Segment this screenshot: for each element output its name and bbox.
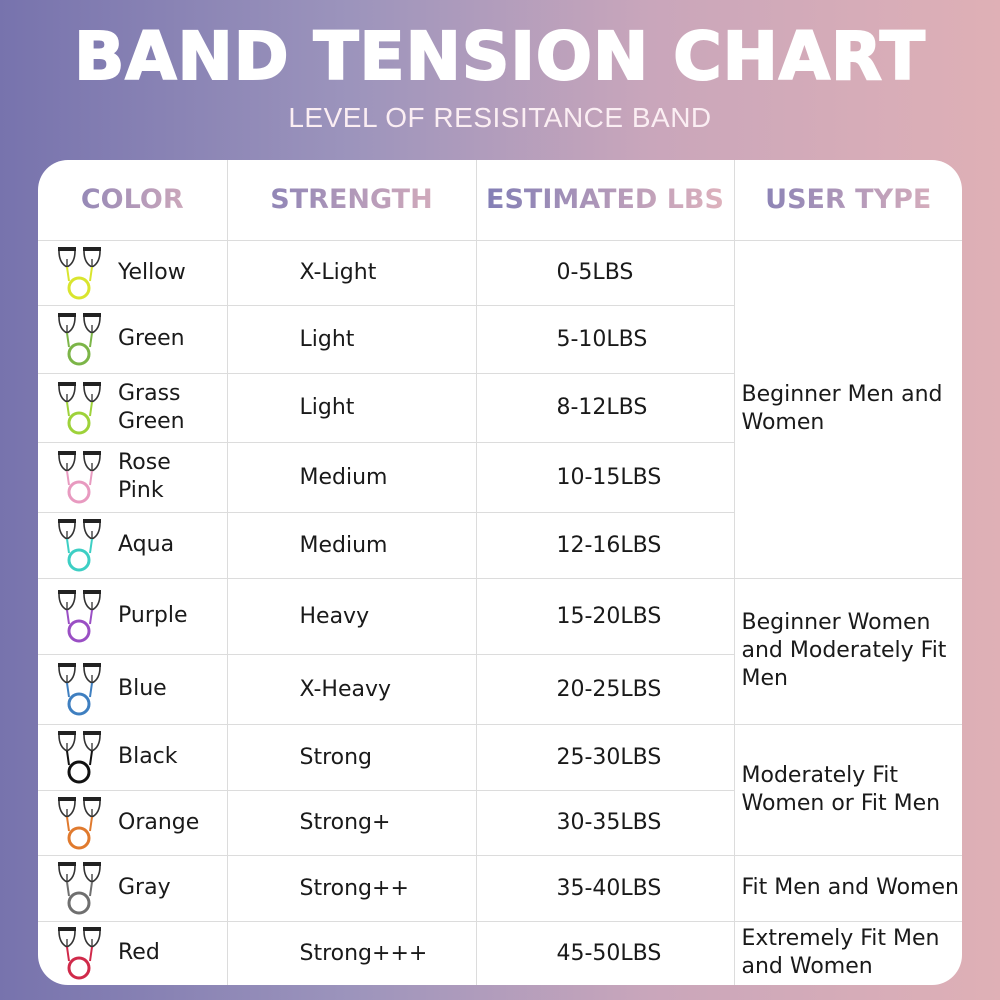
table-row: Yellow X-Light 0-5LBS Beginner Men and Wo…: [38, 239, 962, 579]
color-name: Blue: [118, 676, 167, 701]
table-row: Black Strong 25-30LBS Moderately Fit Wome…: [38, 723, 962, 856]
lbs-cell: 10-15LBS: [475, 441, 734, 513]
color-cell: Aqua: [38, 511, 228, 579]
user-type-cell: Moderately Fit Women or Fit Men: [733, 723, 962, 856]
strength-cell: Strong: [226, 723, 477, 791]
color-name: Grass Green: [118, 380, 185, 434]
lbs-cell: 8-12LBS: [475, 372, 734, 443]
lbs-cell: 5-10LBS: [475, 304, 734, 374]
page-subtitle: LEVEL OF RESISITANCE BAND: [288, 102, 712, 133]
resistance-band-icon: [58, 663, 101, 716]
color-cell: Yellow: [38, 239, 228, 306]
color-cell: Black: [38, 723, 228, 791]
table-row: Rose Pink Medium 10-15LBS: [38, 441, 962, 513]
header-color: Color: [38, 160, 228, 241]
color-cell: Blue: [38, 653, 228, 725]
header-user-type: User Type: [733, 160, 962, 241]
strength-cell: X-Light: [226, 239, 477, 306]
tension-table: Color Strength Estimated LBS User Type Y…: [38, 160, 962, 985]
resistance-band-icon: [58, 590, 101, 643]
resistance-band-icon: [58, 796, 101, 849]
user-type-cell: Fit Men and Women: [733, 854, 962, 922]
tension-table-card: Color Strength Estimated LBS User Type Y…: [38, 160, 962, 985]
color-name: Orange: [118, 809, 200, 835]
user-type-cell: Beginner Men and Women: [733, 239, 962, 579]
page-title: Band Tension Chart: [73, 17, 926, 96]
lbs-cell: 15-20LBS: [475, 577, 735, 655]
color-cell: Red: [38, 920, 228, 985]
header-strength: Strength: [226, 160, 477, 241]
lbs-cell: 30-35LBS: [475, 789, 734, 856]
resistance-band-icon: [58, 731, 101, 784]
resistance-band-icon: [58, 451, 101, 504]
color-cell: Orange: [38, 789, 228, 856]
resistance-band-icon: [58, 927, 101, 980]
color-cell: Rose Pink: [38, 441, 228, 513]
color-cell: Grass Green: [38, 372, 228, 443]
color-cell: Green: [38, 304, 228, 374]
color-name: Red: [118, 940, 160, 966]
lbs-cell: 35-40LBS: [475, 854, 735, 922]
strength-cell: Strong++: [226, 854, 477, 922]
color-name: Green: [118, 326, 185, 351]
color-cell: Gray: [38, 854, 228, 922]
user-type-cell: Beginner Women and Moderately Fit Men: [733, 577, 962, 725]
resistance-band-icon: [58, 519, 101, 572]
table-row: Purple Heavy 15-20LBS Beginner Women and …: [38, 577, 962, 725]
color-name: Rose Pink: [118, 450, 171, 503]
header-lbs: Estimated LBS: [475, 160, 735, 241]
lbs-cell: 25-30LBS: [475, 723, 735, 791]
strength-cell: Strong+++: [226, 920, 477, 985]
strength-cell: Light: [226, 304, 477, 374]
user-type-cell: Extremely Fit Men and Women: [733, 920, 962, 985]
color-name: Gray: [118, 875, 171, 900]
lbs-cell: 20-25LBS: [475, 653, 734, 725]
resistance-band-icon: [58, 381, 101, 434]
lbs-cell: 45-50LBS: [475, 920, 735, 985]
color-name: Purple: [118, 603, 188, 628]
strength-cell: Medium: [226, 441, 477, 513]
color-name: Aqua: [118, 532, 175, 557]
color-name: Black: [118, 744, 178, 769]
strength-cell: X-Heavy: [226, 653, 477, 725]
table-row: Blue X-Heavy 20-25LBS: [38, 653, 962, 725]
table-row: Grass Green Light 8-12LBS: [38, 372, 962, 443]
strength-cell: Strong+: [226, 789, 477, 856]
lbs-cell: 12-16LBS: [475, 511, 734, 579]
resistance-band-icon: [58, 313, 101, 366]
table-header-row: Color Strength Estimated LBS User Type: [38, 160, 962, 241]
color-name: Yellow: [118, 259, 186, 285]
strength-cell: Light: [226, 372, 477, 443]
table-row: Gray Strong++ 35-40LBS Fit Men and Women: [38, 854, 962, 922]
resistance-band-icon: [58, 862, 101, 915]
strength-cell: Heavy: [226, 577, 477, 655]
strength-cell: Medium: [226, 511, 477, 579]
table-row: Red Strong+++ 45-50LBS Extremely Fit Men …: [38, 920, 962, 985]
resistance-band-icon: [58, 246, 101, 299]
color-cell: Purple: [38, 577, 228, 655]
lbs-cell: 0-5LBS: [475, 239, 735, 306]
